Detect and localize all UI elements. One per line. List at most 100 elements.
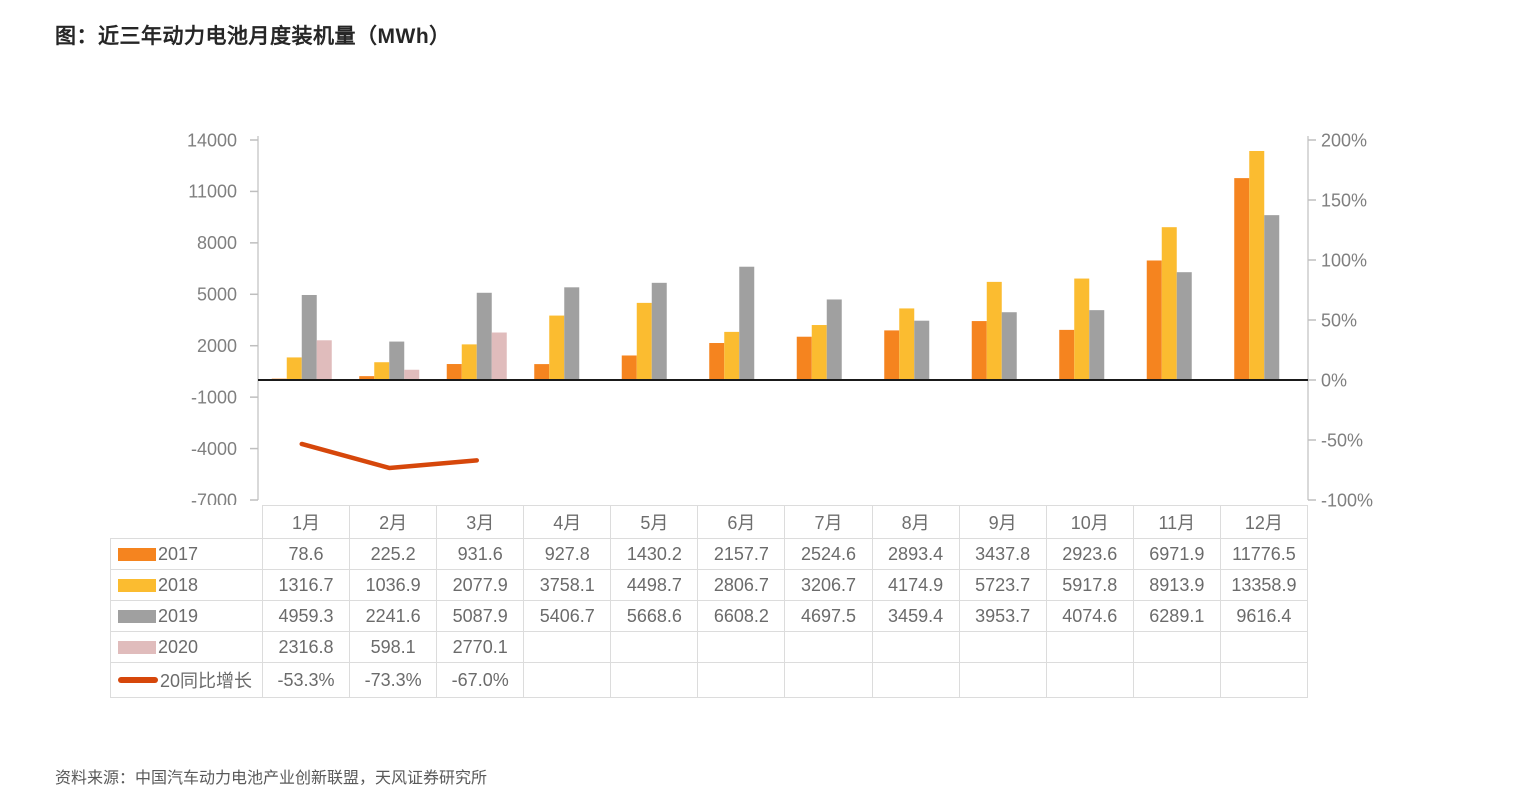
bar-2018-m10 <box>1074 278 1090 380</box>
table-cell: 3437.8 <box>958 538 1047 570</box>
table-cell: 4498.7 <box>610 569 699 601</box>
series-legend: 20同比增长 <box>112 667 262 693</box>
table-cell <box>1045 631 1134 663</box>
series-legend-cell: 2020 <box>110 631 263 663</box>
table-cell <box>697 631 786 663</box>
table-cell: 2157.7 <box>697 538 786 570</box>
table-col-header: 1月 <box>261 505 351 539</box>
bar-2020-m1 <box>316 340 332 380</box>
table-cell <box>610 631 699 663</box>
bar-2017-m4 <box>534 364 550 380</box>
table-cell <box>523 631 612 663</box>
right-axis-tick-label: -100% <box>1321 490 1373 510</box>
left-axis-tick-label: -4000 <box>191 439 237 459</box>
table-col-header: 12月 <box>1219 505 1309 539</box>
table-cell: -53.3% <box>261 662 351 698</box>
table-cell <box>958 631 1047 663</box>
table-cell: 931.6 <box>436 538 525 570</box>
left-axis-tick-label: 2000 <box>197 336 237 356</box>
bar-2018-m3 <box>461 344 477 380</box>
table-cell <box>1219 631 1309 663</box>
yoy-growth-line <box>299 441 479 471</box>
table-col-header: 2月 <box>349 505 438 539</box>
table-col-header: 10月 <box>1045 505 1134 539</box>
table-col-header: 6月 <box>697 505 786 539</box>
table-col-header: 9月 <box>958 505 1047 539</box>
table-cell <box>523 662 612 698</box>
table-cell <box>958 662 1047 698</box>
table-col-header: 7月 <box>784 505 873 539</box>
table-cell: 2241.6 <box>349 600 438 632</box>
left-axis-tick-label: -1000 <box>191 387 237 407</box>
bar-2017-m5 <box>621 355 637 380</box>
table-row-2020: 2020 2316.8 598.1 2770.1 <box>110 631 1309 663</box>
series-legend-cell: 2017 <box>110 538 263 570</box>
bar-2017-m9 <box>971 321 987 380</box>
bar-2019-m12 <box>1264 215 1280 380</box>
series-legend: 2018 <box>112 575 262 596</box>
table-cell <box>1132 631 1221 663</box>
table-cell: 2770.1 <box>436 631 525 663</box>
table-cell: 1316.7 <box>261 569 351 601</box>
bar-2019-m7 <box>826 299 842 380</box>
table-row-2017: 2017 78.6 225.2 931.6 927.8 1430.2 2157.7 2524.… <box>110 538 1309 570</box>
right-axis-tick-label: 50% <box>1321 310 1357 330</box>
bar-2018-m1 <box>286 357 302 380</box>
table-cell: 5087.9 <box>436 600 525 632</box>
table-cell: 2923.6 <box>1045 538 1134 570</box>
table-cell: 6971.9 <box>1132 538 1221 570</box>
table-cell: 4959.3 <box>261 600 351 632</box>
series-label: 2020 <box>158 636 199 657</box>
table-cell: 9616.4 <box>1219 600 1309 632</box>
table-cell: 6608.2 <box>697 600 786 632</box>
bar-2019-m9 <box>1001 312 1017 380</box>
bar-2017-m11 <box>1146 260 1162 380</box>
bar-swatch-icon <box>118 609 156 623</box>
table-cell <box>1045 662 1134 698</box>
table-cell <box>1132 662 1221 698</box>
bar-2017-m8 <box>884 330 900 380</box>
series-legend-cell: 2019 <box>110 600 263 632</box>
bar-2019-m8 <box>914 320 930 380</box>
table-cell: 3459.4 <box>871 600 960 632</box>
table-col-header: 4月 <box>523 505 612 539</box>
table-cell <box>871 631 960 663</box>
bar-2018-m2 <box>374 362 390 380</box>
bar-2017-m3 <box>446 364 462 380</box>
table-corner-cell <box>111 506 263 539</box>
table-cell: 4697.5 <box>784 600 873 632</box>
bar-2018-m9 <box>986 281 1002 380</box>
source-note: 资料来源：中国汽车动力电池产业创新联盟，天风证券研究所 <box>55 770 488 787</box>
series-label: 20同比增长 <box>160 671 253 691</box>
table-cell: -67.0% <box>436 662 525 698</box>
table-header-row: 1月 2月 3月 4月 5月 6月 7月 8月 9月 10月 11月 12月 <box>111 505 1309 539</box>
right-axis-tick-label: 100% <box>1321 250 1367 270</box>
bar-2017-m10 <box>1059 329 1075 380</box>
table-cell <box>784 631 873 663</box>
table-cell: 927.8 <box>523 538 612 570</box>
bar-2018-m12 <box>1249 150 1265 380</box>
table-cell <box>871 662 960 698</box>
bar-2017-m2 <box>359 376 375 380</box>
chart-data-table: 1月 2月 3月 4月 5月 6月 7月 8月 9月 10月 11月 12月 2017 78.6 225.… <box>110 505 1309 698</box>
table-cell <box>784 662 873 698</box>
series-legend: 2019 <box>112 605 262 627</box>
table-cell: 598.1 <box>349 631 438 663</box>
table-cell: 78.6 <box>261 538 351 570</box>
bar-2019-m4 <box>564 287 580 380</box>
table-cell: 13358.9 <box>1219 569 1309 601</box>
table-cell: 8913.9 <box>1132 569 1221 601</box>
table-cell: 4174.9 <box>871 569 960 601</box>
table-cell: 6289.1 <box>1132 600 1221 632</box>
table-col-header: 5月 <box>610 505 699 539</box>
left-axis-tick-label: 5000 <box>197 285 237 305</box>
bar-swatch-icon <box>118 640 156 654</box>
series-label: 2019 <box>158 605 199 626</box>
left-axis-tick-label: 11000 <box>188 182 237 202</box>
table-cell <box>697 662 786 698</box>
table-cell: 5917.8 <box>1045 569 1134 601</box>
table-cell: 2893.4 <box>871 538 960 570</box>
bar-2019-m11 <box>1176 272 1192 380</box>
bar-2019-m2 <box>389 341 405 380</box>
